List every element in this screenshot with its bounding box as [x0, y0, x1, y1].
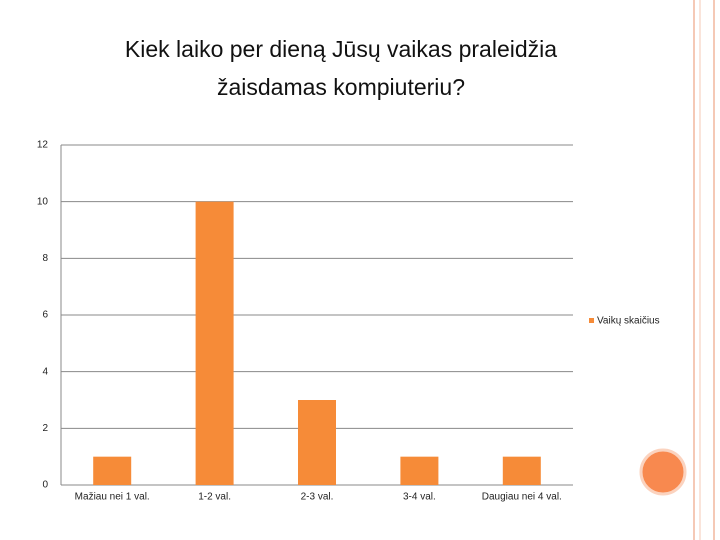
bar — [400, 456, 439, 485]
bar — [93, 456, 132, 485]
y-tick-label: 8 — [42, 253, 48, 264]
y-tick-label: 10 — [37, 196, 49, 207]
y-tick-label: 6 — [42, 310, 48, 321]
y-tick-label: 4 — [42, 366, 48, 377]
x-tick-label: 3-4 val. — [403, 492, 436, 503]
bar — [502, 456, 541, 485]
y-tick-label: 12 — [37, 140, 49, 151]
decor-circle — [639, 448, 687, 496]
legend-label: Vaikų skaičius — [597, 316, 660, 327]
y-tick-label: 2 — [42, 423, 48, 434]
chart-title: Kiek laiko per dieną Jūsų vaikas praleid… — [124, 36, 558, 100]
y-tick-label: 0 — [42, 480, 48, 491]
x-tick-label: Mažiau nei 1 val. — [75, 492, 150, 503]
x-tick-label: 2-3 val. — [301, 492, 334, 503]
x-tick-label: Daugiau nei 4 val. — [482, 492, 562, 503]
bar — [298, 400, 336, 485]
bar — [195, 201, 234, 485]
x-tick-label: 1-2 val. — [198, 492, 231, 503]
legend-swatch — [589, 318, 594, 323]
